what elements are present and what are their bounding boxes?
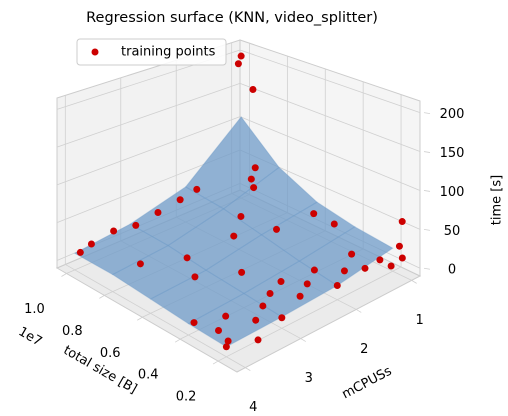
training-point	[237, 212, 245, 220]
training-point	[87, 240, 95, 248]
training-point	[266, 289, 274, 297]
z-tick-label: 200	[440, 107, 465, 122]
tick-mark	[300, 338, 306, 342]
training-point	[398, 218, 406, 226]
tick-mark	[423, 190, 431, 192]
tick-mark	[137, 316, 143, 321]
training-point	[395, 242, 403, 250]
z-tick-label: 150	[440, 146, 465, 161]
tick-mark	[411, 280, 417, 284]
grid-line	[239, 49, 421, 114]
training-point	[259, 302, 267, 310]
training-point	[310, 210, 318, 218]
surface-patch	[187, 292, 283, 348]
training-point	[191, 273, 199, 281]
x-tick-label: 0.8	[62, 324, 83, 339]
training-point	[340, 267, 348, 275]
y-tick-label: 1	[416, 313, 424, 328]
z-axis-label: time [s]	[490, 175, 505, 225]
training-point	[247, 175, 255, 183]
y-tick-label: 3	[305, 371, 313, 386]
points	[76, 52, 406, 351]
training-point	[183, 254, 191, 262]
grid-line	[217, 266, 402, 362]
tick-mark	[245, 367, 251, 371]
training-point	[154, 209, 162, 217]
training-point	[237, 52, 245, 60]
training-point	[132, 221, 140, 229]
grid-line	[56, 116, 241, 186]
tick-mark	[356, 309, 362, 313]
training-point	[230, 232, 238, 240]
x-offset-label: 1e7	[16, 324, 45, 349]
training-point	[376, 256, 384, 264]
grid-line	[239, 116, 421, 191]
training-point	[398, 254, 406, 262]
x-tick-label: 0.6	[100, 346, 121, 361]
training-point	[190, 319, 198, 327]
training-point	[250, 184, 258, 192]
training-point	[249, 85, 257, 93]
tick-mark	[99, 295, 105, 299]
training-point	[296, 292, 304, 300]
y-tick-label: 2	[360, 342, 368, 357]
training-point	[330, 220, 338, 228]
y-axis-label: mCPUSs	[340, 364, 395, 403]
training-point	[310, 266, 318, 274]
grid-line	[239, 82, 421, 152]
z-tick-label: 50	[444, 224, 461, 239]
legend-marker	[91, 48, 99, 56]
training-point	[361, 264, 369, 272]
chart-title: Regression surface (KNN, video_splitter)	[86, 10, 378, 26]
training-point	[254, 336, 262, 344]
training-point	[333, 282, 341, 290]
training-point	[176, 196, 184, 204]
grid-line	[56, 82, 241, 148]
tick-mark	[174, 338, 181, 343]
training-point	[222, 312, 230, 320]
legend-box	[76, 38, 227, 66]
training-point	[348, 250, 356, 258]
training-point	[303, 280, 311, 288]
tick-mark	[423, 267, 431, 270]
training-point	[277, 278, 285, 286]
training-point	[252, 316, 260, 324]
tick-mark	[212, 360, 219, 365]
training-point	[110, 227, 118, 235]
training-point	[193, 185, 201, 193]
surface	[73, 116, 394, 348]
x-tick-label: 1.0	[24, 302, 45, 317]
grid-line	[65, 264, 246, 368]
training-point	[238, 268, 246, 276]
tick-mark	[61, 273, 67, 277]
training-point	[278, 314, 286, 322]
training-point	[222, 343, 230, 351]
training-point	[215, 327, 223, 335]
training-point	[224, 337, 232, 345]
training-point	[76, 248, 84, 256]
legend-label: training points	[121, 45, 216, 60]
training-point	[273, 225, 281, 233]
x-tick-label: 0.4	[138, 368, 159, 383]
tick-mark	[423, 151, 431, 153]
training-point	[136, 260, 144, 268]
tick-mark	[423, 112, 431, 115]
z-tick-label: 100	[440, 185, 465, 200]
y-tick-label: 4	[249, 400, 257, 412]
training-point	[234, 60, 242, 68]
x-tick-label: 0.2	[176, 390, 197, 405]
training-point	[251, 164, 259, 172]
z-tick-label: 0	[448, 263, 456, 278]
tick-mark	[423, 228, 431, 231]
training-point	[387, 262, 395, 270]
